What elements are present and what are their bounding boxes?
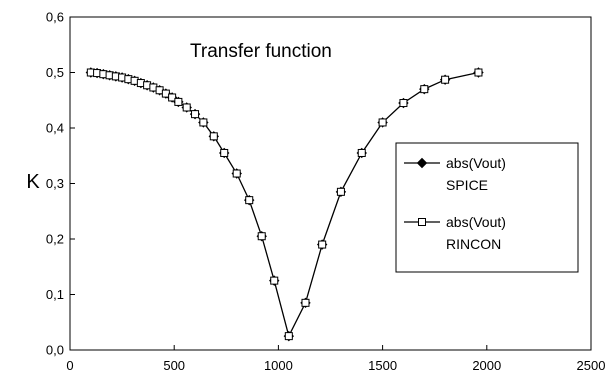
- data-point-rincon: [270, 276, 279, 285]
- legend-box: [395, 142, 579, 273]
- y-tick-label: 0,1: [46, 287, 64, 302]
- data-point-rincon: [318, 240, 327, 249]
- y-tick-label: 0,6: [46, 10, 64, 25]
- y-tick-label: 0,2: [46, 232, 64, 247]
- data-point-rincon: [199, 118, 208, 127]
- x-tick-label: 1500: [368, 358, 397, 373]
- data-point-rincon: [257, 232, 266, 241]
- legend-label-spice-line2: SPICE: [446, 177, 488, 193]
- data-point-rincon: [168, 93, 177, 102]
- x-tick-label: 0: [66, 358, 73, 373]
- data-point-rincon: [474, 68, 483, 77]
- data-point-rincon: [399, 99, 408, 108]
- legend-label-spice-line1: abs(Vout): [446, 155, 506, 171]
- data-point-rincon: [182, 103, 191, 112]
- y-tick-label: 0,4: [46, 121, 64, 136]
- data-point-rincon: [441, 75, 450, 84]
- x-tick-label: 500: [163, 358, 185, 373]
- legend-marker-spice: [416, 157, 428, 169]
- y-axis-label: K: [26, 171, 40, 193]
- data-point-rincon: [191, 110, 200, 119]
- data-point-rincon: [174, 97, 183, 106]
- legend-label-rincon-line1: abs(Vout): [446, 214, 506, 230]
- data-point-rincon: [245, 196, 254, 205]
- x-tick-label: 2500: [577, 358, 606, 373]
- data-point-rincon: [336, 187, 345, 196]
- data-point-rincon: [284, 332, 293, 341]
- data-point-rincon: [420, 85, 429, 94]
- y-tick-label: 0,5: [46, 65, 64, 80]
- x-axis: 0 500 1000 1500 2000 2500: [66, 345, 605, 373]
- legend-label-rincon-line2: RINCON: [446, 236, 501, 252]
- data-point-rincon: [232, 169, 241, 178]
- data-point-rincon: [220, 148, 229, 157]
- data-point-rincon: [378, 118, 387, 127]
- series-layer: [85, 67, 484, 342]
- x-tick-label: 1000: [264, 358, 293, 373]
- legend: abs(Vout) SPICE abs(Vout) RINCON: [395, 142, 579, 273]
- y-tick-label: 0,3: [46, 176, 64, 191]
- chart-title: Transfer function: [190, 41, 332, 62]
- data-point-rincon: [209, 132, 218, 141]
- data-point-rincon: [301, 298, 310, 307]
- legend-marker-rincon: [418, 218, 426, 226]
- data-point-rincon: [357, 148, 366, 157]
- y-axis: 0,0 0,1 0,2 0,3 0,4 0,5 0,6: [46, 10, 75, 358]
- y-tick-label: 0,0: [46, 343, 64, 358]
- x-tick-label: 2000: [472, 358, 501, 373]
